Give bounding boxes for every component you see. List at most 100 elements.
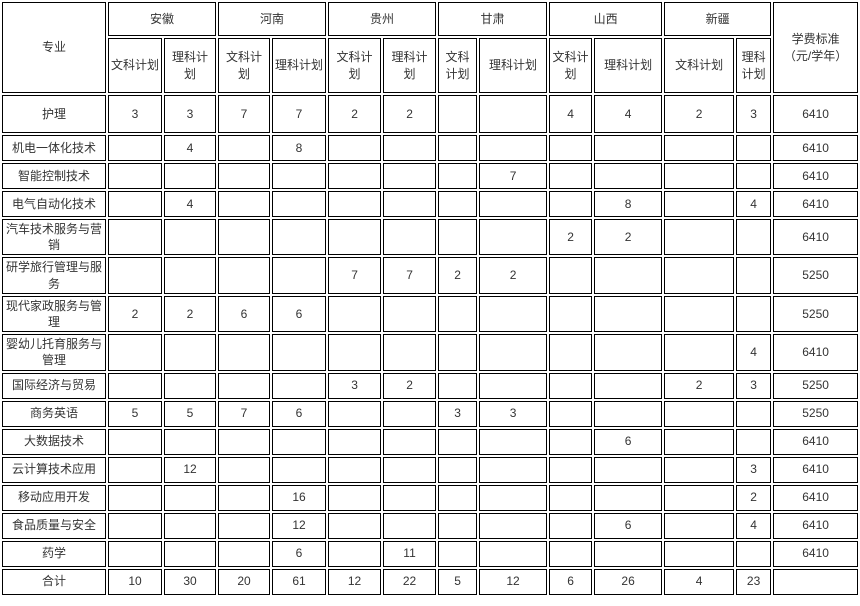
plan-value-cell bbox=[383, 512, 437, 539]
plan-type-header-shanxi-arts: 文科计 划 bbox=[549, 38, 593, 93]
plan-value-cell: 4 bbox=[549, 95, 593, 133]
plan-value-cell bbox=[218, 191, 271, 217]
plan-value-cell bbox=[479, 428, 548, 455]
plan-value-cell bbox=[218, 334, 271, 371]
plan-value-cell: 30 bbox=[164, 568, 217, 595]
major-name-cell: 研学旅行管理与服 务 bbox=[2, 257, 106, 294]
plan-value-cell bbox=[438, 456, 478, 483]
plan-value-cell bbox=[438, 428, 478, 455]
plan-value-cell bbox=[328, 334, 382, 371]
plan-value-cell bbox=[736, 400, 772, 427]
plan-value-cell bbox=[479, 456, 548, 483]
major-name-cell: 商务英语 bbox=[2, 400, 106, 427]
plan-type-header-guizhou-science: 理科计划 bbox=[383, 38, 437, 93]
plan-type-header-guizhou-arts: 文科计划 bbox=[328, 38, 382, 93]
plan-value-cell bbox=[383, 163, 437, 189]
plan-value-cell: 7 bbox=[218, 400, 271, 427]
table-row: 智能控制技术 7 6410 bbox=[2, 163, 859, 189]
plan-value-cell bbox=[549, 191, 593, 217]
plan-value-cell bbox=[108, 334, 162, 371]
plan-value-cell bbox=[664, 428, 735, 455]
plan-value-cell: 2 bbox=[736, 484, 772, 511]
major-name-cell: 护理 bbox=[2, 95, 106, 133]
plan-value-cell bbox=[438, 484, 478, 511]
plan-value-cell: 3 bbox=[164, 95, 217, 133]
plan-value-cell: 2 bbox=[108, 295, 162, 333]
plan-value-cell: 4 bbox=[594, 95, 663, 133]
tuition-cell: 6410 bbox=[773, 163, 859, 189]
plan-value-cell: 2 bbox=[549, 219, 593, 256]
plan-value-cell bbox=[594, 163, 663, 189]
plan-value-cell bbox=[383, 219, 437, 256]
plan-value-cell bbox=[549, 512, 593, 539]
plan-value-cell bbox=[549, 334, 593, 371]
plan-value-cell bbox=[164, 219, 217, 256]
plan-value-cell: 2 bbox=[383, 95, 437, 133]
plan-value-cell bbox=[736, 257, 772, 294]
plan-type-header-xinjiang-science: 理科 计划 bbox=[736, 38, 772, 93]
plan-value-cell bbox=[549, 257, 593, 294]
plan-value-cell bbox=[594, 372, 663, 399]
major-name-cell: 电气自动化技术 bbox=[2, 191, 106, 217]
plan-value-cell bbox=[164, 372, 217, 399]
plan-value-cell bbox=[438, 191, 478, 217]
plan-value-cell: 8 bbox=[594, 191, 663, 217]
table-row: 机电一体化技术 4 8 6410 bbox=[2, 135, 859, 161]
plan-value-cell: 2 bbox=[383, 372, 437, 399]
table-row: 护理 3 3 7 7 2 2 4 4 2 3 6410 bbox=[2, 95, 859, 133]
plan-value-cell bbox=[736, 295, 772, 333]
plan-value-cell: 7 bbox=[328, 257, 382, 294]
plan-value-cell: 3 bbox=[438, 400, 478, 427]
plan-value-cell: 7 bbox=[479, 163, 548, 189]
plan-value-cell: 12 bbox=[272, 512, 327, 539]
plan-value-cell: 2 bbox=[664, 95, 735, 133]
plan-value-cell bbox=[108, 512, 162, 539]
plan-value-cell: 6 bbox=[549, 568, 593, 595]
major-name-cell: 合计 bbox=[2, 568, 106, 595]
plan-value-cell bbox=[383, 334, 437, 371]
plan-value-cell bbox=[664, 295, 735, 333]
plan-value-cell bbox=[272, 334, 327, 371]
plan-value-cell bbox=[594, 540, 663, 567]
province-header-shanxi: 山西 bbox=[549, 2, 663, 36]
major-name-cell: 婴幼儿托育服务与 管理 bbox=[2, 334, 106, 371]
tuition-cell bbox=[773, 568, 859, 595]
plan-value-cell: 4 bbox=[664, 568, 735, 595]
plan-value-cell bbox=[218, 135, 271, 161]
plan-value-cell bbox=[549, 456, 593, 483]
plan-value-cell: 4 bbox=[164, 191, 217, 217]
plan-value-cell bbox=[549, 540, 593, 567]
plan-type-header-anhui-arts: 文科计划 bbox=[108, 38, 162, 93]
plan-value-cell bbox=[438, 512, 478, 539]
plan-value-cell bbox=[108, 428, 162, 455]
plan-value-cell: 6 bbox=[218, 295, 271, 333]
plan-value-cell bbox=[664, 334, 735, 371]
plan-value-cell bbox=[594, 484, 663, 511]
plan-value-cell bbox=[736, 135, 772, 161]
plan-value-cell bbox=[594, 334, 663, 371]
plan-value-cell bbox=[164, 484, 217, 511]
plan-value-cell bbox=[594, 257, 663, 294]
plan-value-cell bbox=[164, 257, 217, 294]
plan-value-cell: 7 bbox=[218, 95, 271, 133]
major-name-cell: 现代家政服务与管 理 bbox=[2, 295, 106, 333]
province-header-row: 专业 安徽 河南 贵州 甘肃 山西 新疆 学费标准 （元/学年） bbox=[2, 2, 859, 93]
plan-value-cell bbox=[328, 163, 382, 189]
plan-value-cell bbox=[108, 135, 162, 161]
plan-value-cell bbox=[108, 257, 162, 294]
plan-value-cell bbox=[594, 400, 663, 427]
plan-value-cell bbox=[664, 400, 735, 427]
plan-value-cell: 12 bbox=[328, 568, 382, 595]
plan-value-cell bbox=[164, 512, 217, 539]
tuition-cell: 5250 bbox=[773, 400, 859, 427]
plan-value-cell bbox=[328, 295, 382, 333]
table-row: 大数据技术 6 6410 bbox=[2, 428, 859, 455]
plan-value-cell bbox=[164, 334, 217, 371]
plan-value-cell: 6 bbox=[594, 512, 663, 539]
plan-value-cell bbox=[479, 512, 548, 539]
major-name-cell: 药学 bbox=[2, 540, 106, 567]
plan-value-cell bbox=[736, 428, 772, 455]
plan-value-cell bbox=[549, 295, 593, 333]
plan-value-cell bbox=[438, 219, 478, 256]
